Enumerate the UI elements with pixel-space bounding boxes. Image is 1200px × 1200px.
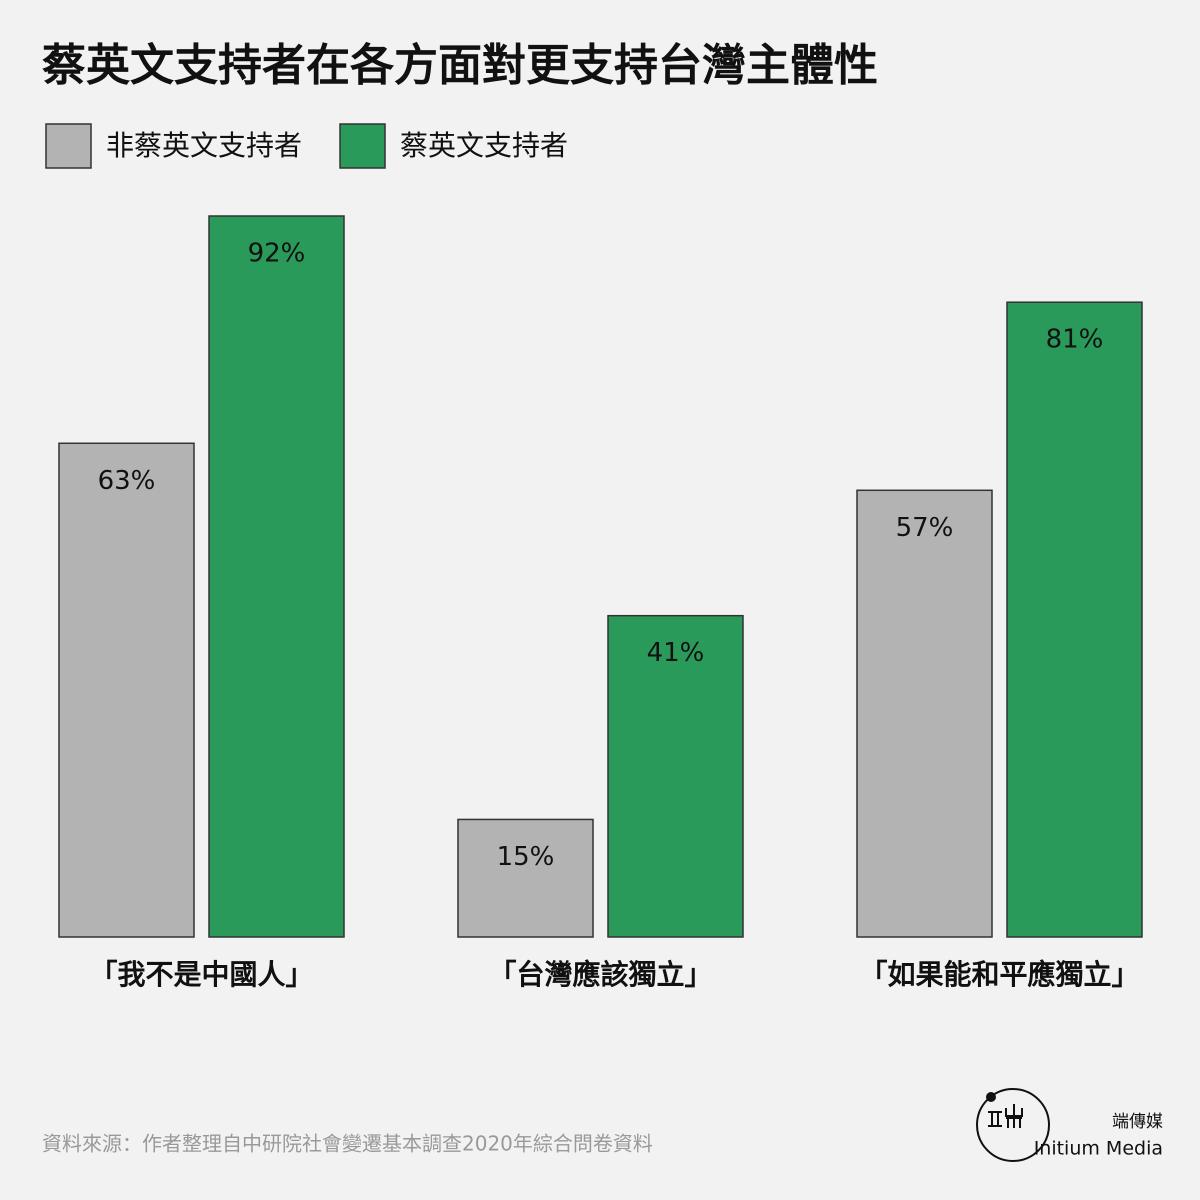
value-label: 15% <box>497 842 555 872</box>
logo-dot <box>986 1092 996 1102</box>
chart-title: 蔡英文支持者在各方面對更支持台灣主體性 <box>42 40 878 91</box>
logo-glyph <box>988 1104 1023 1128</box>
legend-label: 非蔡英文支持者 <box>106 129 302 162</box>
logo: 端傳媒 Initium Media <box>976 1088 1163 1162</box>
brand-zh: 端傳媒 <box>1112 1112 1163 1132</box>
bar <box>856 489 993 938</box>
value-label: 92% <box>248 238 306 268</box>
logo-circle <box>976 1088 1050 1162</box>
brand-en: Initium Media <box>1034 1138 1163 1160</box>
bar <box>208 215 345 938</box>
source: 資料來源：作者整理自中研院社會變遷基本調查2020年綜合問卷資料 <box>42 1132 653 1156</box>
value-label: 57% <box>896 513 954 543</box>
value-label: 41% <box>647 638 705 668</box>
bar <box>1006 301 1143 938</box>
value-label: 81% <box>1046 325 1104 355</box>
bar <box>58 442 195 938</box>
x-tick-label: 「如果能和平應獨立」 <box>859 958 1139 991</box>
legend-swatch <box>45 123 92 169</box>
x-tick-label: 「台灣應該獨立」 <box>488 958 712 991</box>
bar <box>607 614 744 938</box>
x-tick-label: 「我不是中國人」 <box>89 958 313 991</box>
legend-label: 蔡英文支持者 <box>400 129 568 162</box>
bar <box>457 818 594 938</box>
legend-swatch <box>339 123 386 169</box>
value-label: 63% <box>98 466 156 496</box>
